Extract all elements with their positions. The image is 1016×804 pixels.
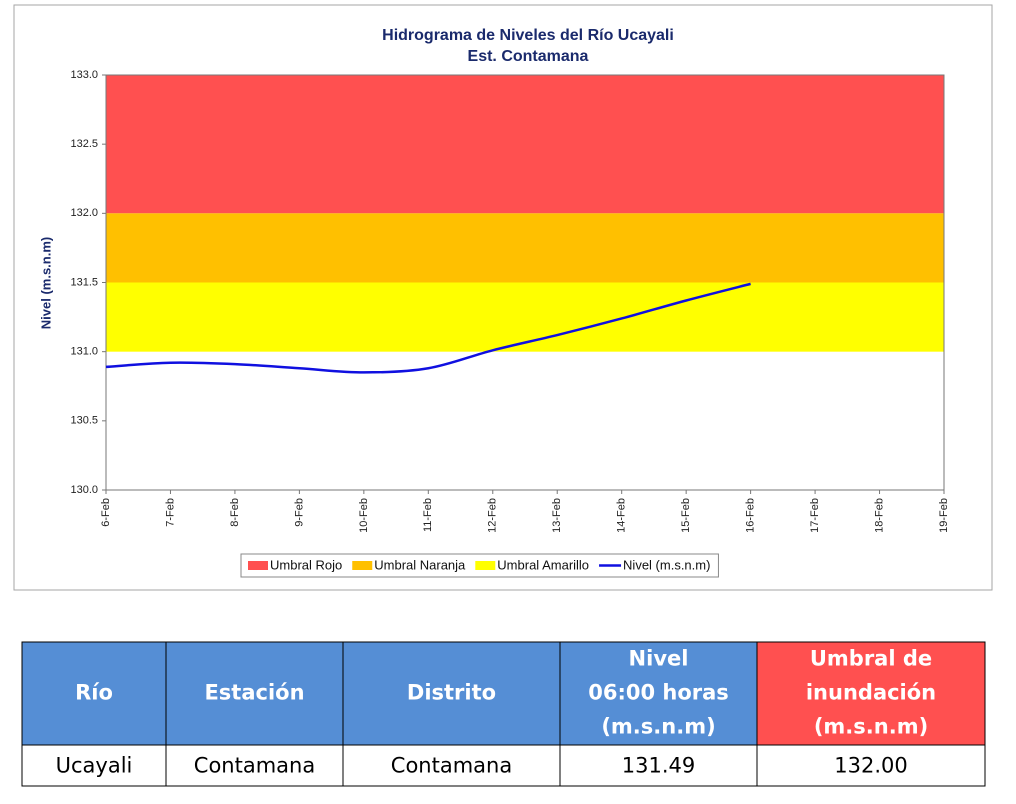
table-header-cell [165,641,344,746]
table-header-text: Estación [204,681,304,705]
table-header-text: Distrito [407,681,496,705]
table-header-text: inundación [806,681,936,705]
table-cell-text: 131.49 [622,754,695,778]
table-header-text: 06:00 horas [588,681,729,705]
table-header-text: Umbral de [810,647,932,671]
table-cell [559,744,758,787]
legend-label: Umbral Rojo [270,557,342,572]
threshold-band [106,282,944,352]
legend-swatch [248,561,268,570]
y-tick-label: 130.0 [70,484,98,496]
x-tick-label: 17-Feb [809,498,821,533]
x-tick-label: 7-Feb [164,498,176,527]
x-tick-label: 15-Feb [680,498,692,533]
y-tick-label: 132.0 [70,207,98,219]
x-tick-label: 13-Feb [551,498,563,533]
threshold-band [106,213,944,283]
x-tick-label: 19-Feb [938,498,950,533]
table-cell-text: Contamana [391,754,512,778]
table-header-cell [559,641,758,746]
table-cell [342,744,561,787]
table-cell [756,744,986,787]
y-axis-label: Nivel (m.s.n.m) [38,237,53,329]
threshold-band [106,75,944,214]
y-tick-label: 133.0 [70,69,98,81]
table-cell [21,744,167,787]
x-tick-label: 12-Feb [487,498,499,533]
x-tick-label: 16-Feb [745,498,757,533]
x-tick-label: 6-Feb [100,498,112,527]
table-header-text: (m.s.n.m) [814,715,928,739]
y-tick-label: 131.5 [70,276,98,288]
x-tick-label: 18-Feb [873,498,885,533]
x-tick-label: 11-Feb [422,498,434,532]
legend-swatch [475,561,496,570]
legend-label: Nivel (m.s.n.m) [623,557,710,572]
x-tick-label: 8-Feb [229,498,241,527]
chart-subtitle: Est. Contamana [468,48,589,65]
legend-label: Umbral Amarillo [497,557,589,572]
y-tick-label: 132.5 [70,138,98,150]
table-header-cell [756,641,986,746]
table-cell-text: Ucayali [56,754,133,778]
x-tick-label: 10-Feb [358,498,370,533]
x-tick-label: 9-Feb [293,498,305,527]
y-tick-label: 131.0 [70,346,98,358]
table-header-text: (m.s.n.m) [601,715,715,739]
level-line [105,282,751,374]
x-tick-label: 14-Feb [616,498,628,533]
table-header-text: Nivel [629,647,689,671]
table-header-text: Río [75,681,113,705]
chart-title: Hidrograma de Niveles del Río Ucayali [382,27,674,44]
legend-label: Umbral Naranja [374,557,466,572]
table-cell-text: 132.00 [834,754,907,778]
legend-swatch [352,561,373,570]
legend: Umbral Rojo Umbral Naranja Umbral Amarillo… [240,553,719,578]
y-tick-label: 130.5 [70,415,98,427]
table-cell-text: Contamana [194,754,315,778]
